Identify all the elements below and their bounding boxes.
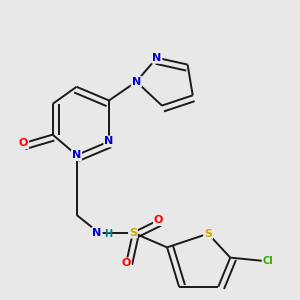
Text: H: H xyxy=(104,230,112,239)
Text: N: N xyxy=(104,136,114,146)
Text: S: S xyxy=(129,228,137,238)
Text: Cl: Cl xyxy=(262,256,273,266)
Text: O: O xyxy=(154,215,163,225)
Text: O: O xyxy=(122,258,131,268)
Text: O: O xyxy=(19,138,28,148)
Text: S: S xyxy=(204,229,212,239)
Text: N: N xyxy=(132,77,141,87)
Text: N: N xyxy=(92,228,102,238)
Text: N: N xyxy=(72,150,81,160)
Text: N: N xyxy=(152,53,161,63)
